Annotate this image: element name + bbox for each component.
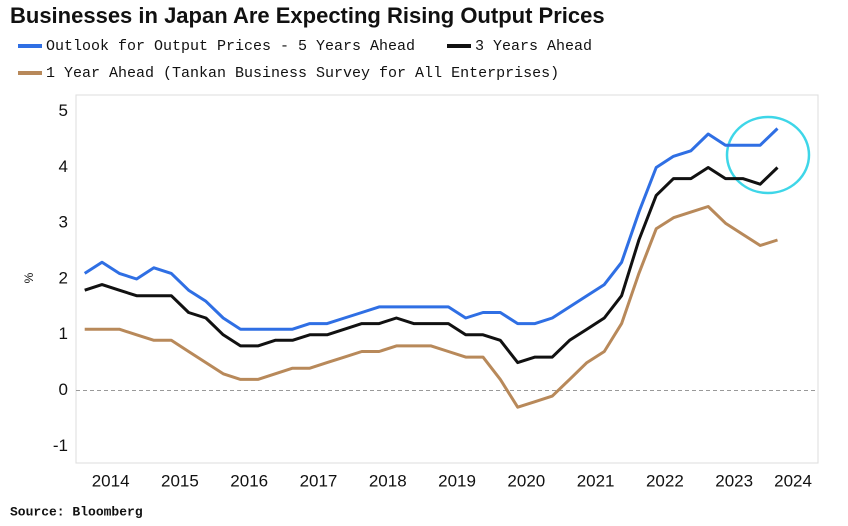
- x-tick-label: 2015: [161, 471, 199, 490]
- y-axis-label: %: [22, 272, 36, 283]
- x-tick-label: 2017: [300, 471, 338, 490]
- x-tick-label: 2021: [577, 471, 615, 490]
- y-tick-label: 0: [59, 380, 68, 399]
- x-tick-label: 2016: [230, 471, 268, 490]
- series-line: [83, 127, 779, 331]
- x-tick-label: 2020: [507, 471, 545, 490]
- x-tick-label: 2019: [438, 471, 476, 490]
- y-tick-label: 1: [59, 324, 68, 343]
- highlight-circle: [725, 115, 811, 195]
- x-tick-label: 2023: [715, 471, 753, 490]
- y-tick-label: 3: [59, 213, 68, 232]
- legend-label: Outlook for Output Prices - 5 Years Ahea…: [46, 38, 415, 55]
- y-tick-label: 5: [59, 101, 68, 120]
- legend-label: 1 Year Ahead (Tankan Business Survey for…: [46, 65, 559, 82]
- y-tick-label: -1: [53, 436, 68, 455]
- source: Source: Bloomberg: [10, 504, 143, 519]
- series-line: [84, 166, 779, 365]
- x-tick-label: 2024: [774, 471, 812, 490]
- plot-area: [75, 94, 819, 464]
- y-tick-label: 4: [59, 157, 68, 176]
- x-tick-label: 2018: [369, 471, 407, 490]
- legend-label: 3 Years Ahead: [475, 38, 592, 55]
- y-tick-label: 2: [59, 268, 68, 287]
- chart-title: Businesses in Japan Are Expecting Rising…: [10, 3, 605, 28]
- x-tick-label: 2022: [646, 471, 684, 490]
- x-tick-label: 2014: [92, 471, 130, 490]
- series-line: [84, 205, 778, 409]
